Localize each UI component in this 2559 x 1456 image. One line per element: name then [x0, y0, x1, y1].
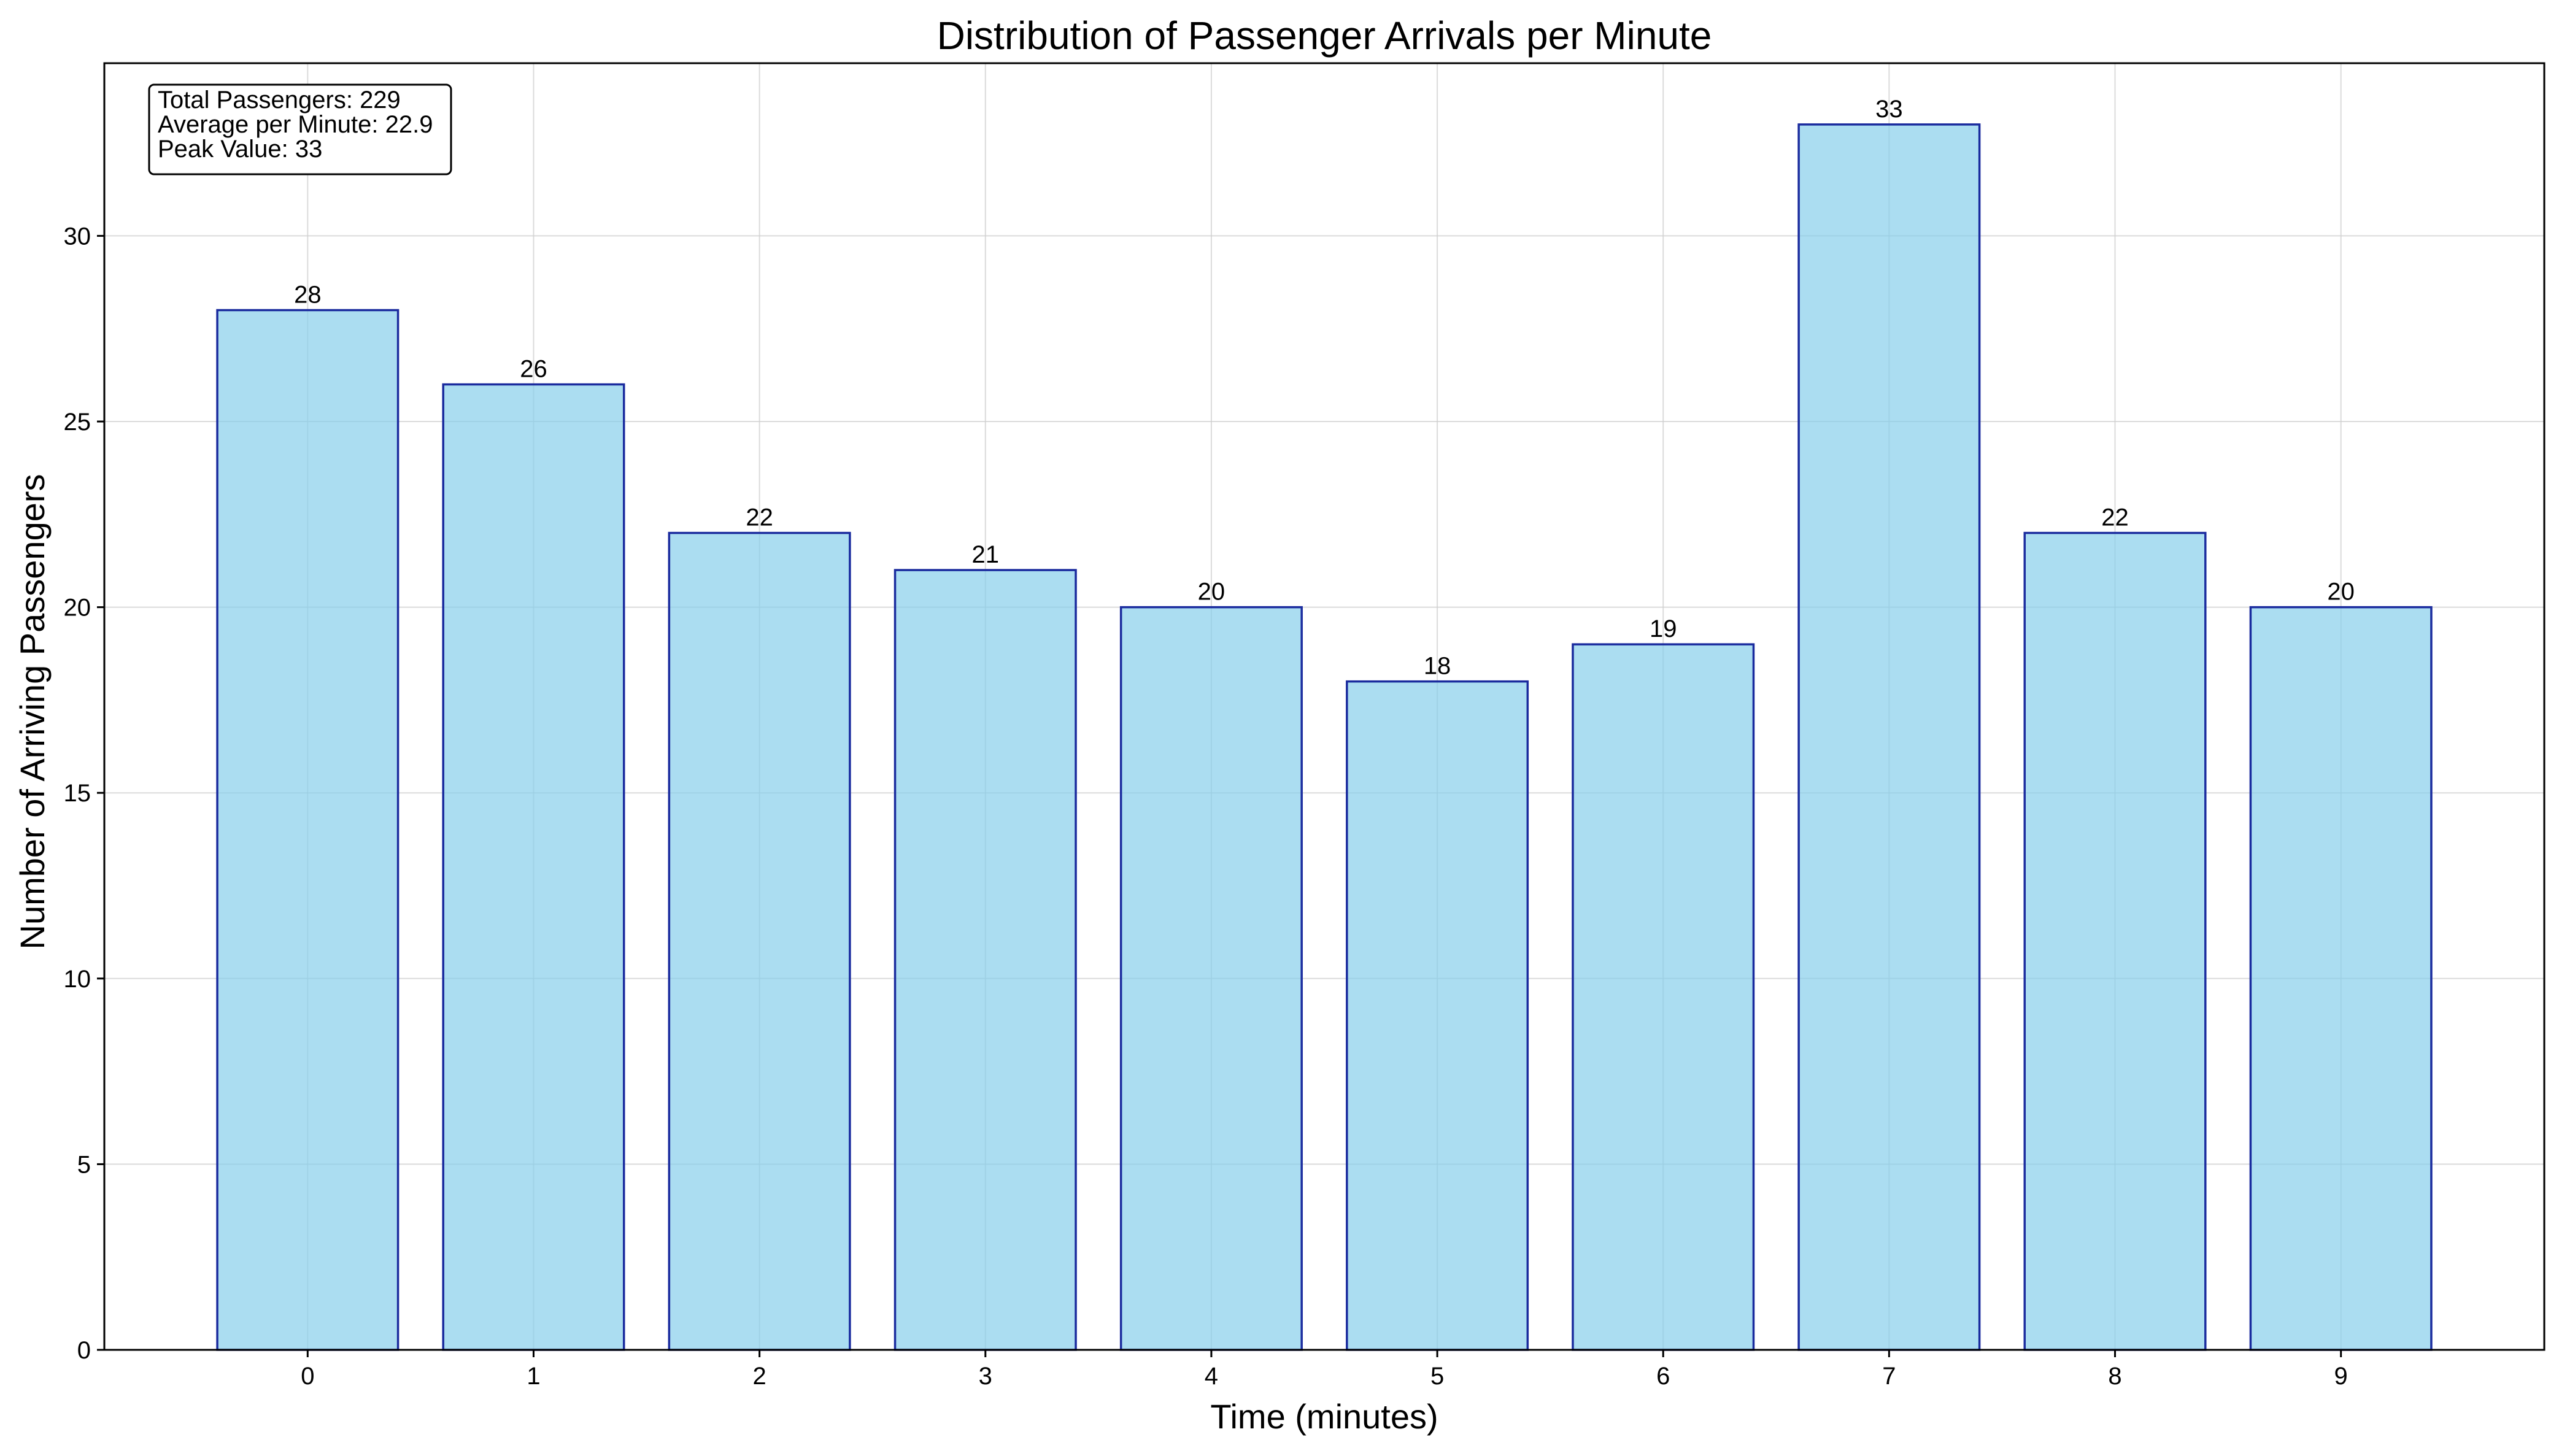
bar-4: [1119, 606, 1303, 1351]
data-label-3: 21: [972, 541, 1000, 568]
data-label-2: 22: [746, 504, 773, 531]
data-label-5: 18: [1424, 653, 1451, 680]
data-label-4: 20: [1198, 579, 1225, 606]
x-tick-label: 9: [2334, 1363, 2348, 1390]
x-tick-label: 0: [301, 1363, 314, 1390]
ticks-layer: 0 5 10 15 20 25 30 0 1 2 3 4 5 6 7 8 9: [64, 223, 2348, 1390]
bar-7: [1797, 123, 1981, 1351]
stats-box-frame: [148, 83, 452, 175]
bar-0: [216, 309, 399, 1351]
data-labels-layer: 28 26 22 21 20 18 19 33 22 20: [294, 96, 2355, 680]
data-label-7: 33: [1875, 96, 1903, 123]
y-tick-label: 5: [77, 1151, 91, 1178]
bar-2: [668, 531, 851, 1351]
y-axis-label: Number of Arriving Passengers: [13, 474, 52, 949]
data-label-0: 28: [294, 281, 322, 308]
data-label-8: 22: [2101, 504, 2129, 531]
x-tick-label: 1: [527, 1363, 540, 1390]
y-tick-label: 0: [77, 1337, 91, 1364]
bar-5: [1346, 680, 1529, 1351]
y-tick-label: 30: [64, 223, 91, 250]
x-tick-label: 7: [1882, 1363, 1896, 1390]
stats-line: Average per Minute: 22.9: [158, 111, 433, 138]
x-tick-label: 8: [2108, 1363, 2121, 1390]
data-label-6: 19: [1650, 615, 1677, 642]
y-tick-label: 10: [64, 966, 91, 993]
chart-title: Distribution of Passenger Arrivals per M…: [937, 13, 1712, 58]
x-tick-label: 5: [1430, 1363, 1444, 1390]
bar-9: [2249, 606, 2433, 1351]
data-label-9: 20: [2327, 579, 2355, 606]
bars-layer: [216, 123, 2433, 1351]
y-tick-label: 20: [64, 595, 91, 622]
bar-3: [894, 569, 1077, 1351]
x-tick-label: 4: [1205, 1363, 1218, 1390]
stats-line: Peak Value: 33: [158, 136, 322, 163]
x-tick-label: 3: [979, 1363, 992, 1390]
bar-8: [2023, 531, 2207, 1351]
bar-6: [1572, 643, 1755, 1351]
axes-frame: [103, 62, 2545, 1351]
x-tick-label: 2: [753, 1363, 766, 1390]
x-tick-label: 6: [1656, 1363, 1670, 1390]
bar-1: [442, 383, 625, 1351]
y-tick-label: 15: [64, 780, 91, 807]
data-label-1: 26: [520, 355, 547, 382]
stats-line: Total Passengers: 229: [158, 87, 401, 114]
y-tick-label: 25: [64, 409, 91, 436]
x-axis-label: Time (minutes): [1210, 1397, 1438, 1436]
